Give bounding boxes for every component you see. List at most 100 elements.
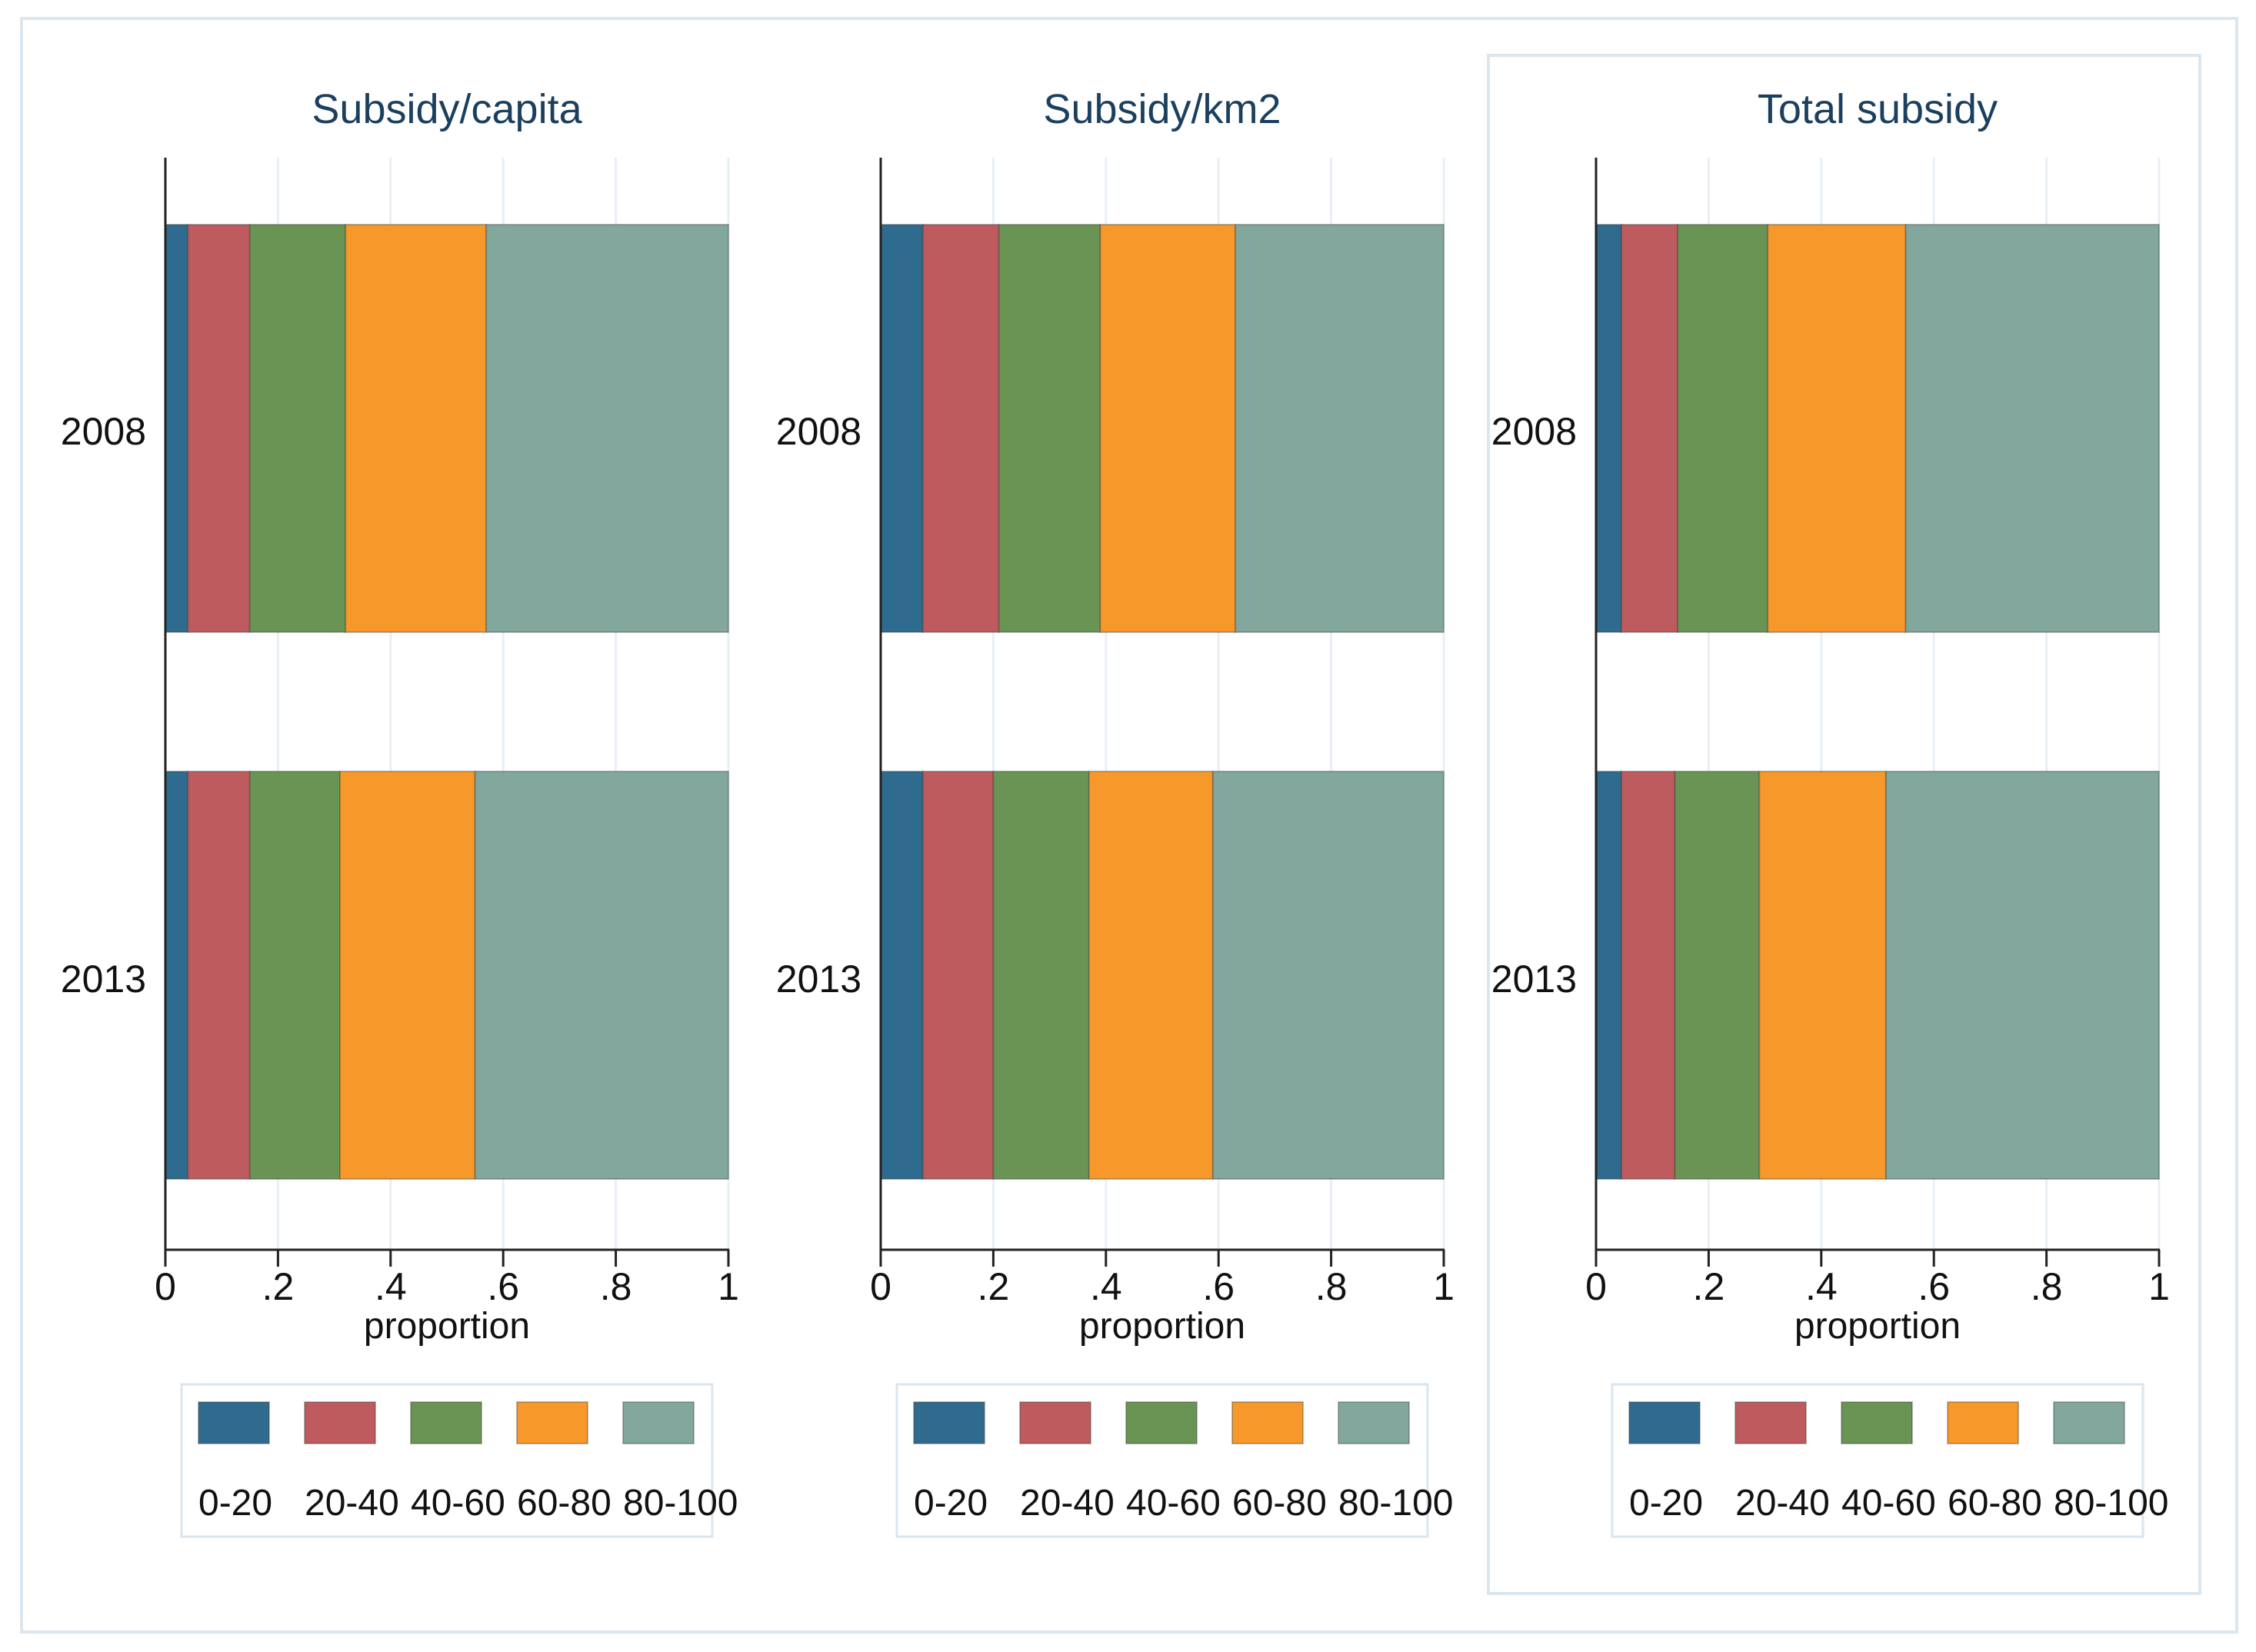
legend-label: 40-60 xyxy=(411,1483,505,1524)
chart-title: Subsidy/km2 xyxy=(1043,86,1281,132)
legend-swatch-80-100 xyxy=(2053,1401,2125,1444)
bar-2013-80-100 xyxy=(1884,771,2160,1180)
legend-label: 0-20 xyxy=(198,1483,272,1524)
chart-panel-1: Subsidy/capita 2008 2013 0 .2 .4 .6 .8 1 proporti… xyxy=(61,86,739,1538)
legend-swatch-20-40 xyxy=(304,1401,376,1444)
bar-2008-20-40 xyxy=(1620,224,1679,633)
legend-swatch-20-40 xyxy=(1734,1401,1807,1444)
legend-label: 60-80 xyxy=(1948,1483,2042,1524)
x-tick-label: .4 xyxy=(375,1265,407,1308)
bar-2013-60-80 xyxy=(1758,771,1887,1180)
x-axis-label: proportion xyxy=(364,1306,530,1347)
legend-swatch-80-100 xyxy=(622,1401,695,1444)
bar-2008-40-60 xyxy=(1677,224,1769,633)
legend-label: 20-40 xyxy=(305,1483,399,1524)
x-axis-label: proportion xyxy=(1079,1306,1245,1347)
bar-2013-0-20 xyxy=(165,771,189,1180)
bar-2013-20-40 xyxy=(921,771,995,1180)
legend-label: 0-20 xyxy=(1629,1483,1703,1524)
x-axis-label: proportion xyxy=(1794,1306,1961,1347)
bar-2008-60-80 xyxy=(345,224,488,633)
bar-2008-40-60 xyxy=(998,224,1101,633)
x-tick-label: .8 xyxy=(1315,1265,1348,1308)
panels: Subsidy/capita 2008 2013 0 .2 .4 .6 .8 1 proporti… xyxy=(61,54,2201,1595)
category-label: 2013 xyxy=(1491,958,1577,1001)
bar-2013-40-60 xyxy=(1674,771,1761,1180)
legend-label: 40-60 xyxy=(1841,1483,1936,1524)
bar-2008-80-100 xyxy=(1904,224,2160,633)
legend: 0-20 20-40 40-60 60-80 80-100 xyxy=(1611,1383,2168,1538)
bar-2013-80-100 xyxy=(1211,771,1445,1180)
bar-2013-20-40 xyxy=(1620,771,1676,1180)
bar-2013-0-20 xyxy=(1595,771,1622,1180)
legend-label: 40-60 xyxy=(1126,1483,1221,1524)
legend-swatch-20-40 xyxy=(1019,1401,1091,1444)
bar-2013-0-20 xyxy=(880,771,924,1180)
x-tick-label: .4 xyxy=(1805,1265,1838,1308)
bar-2013-80-100 xyxy=(474,771,729,1180)
bar-2008-0-20 xyxy=(1595,224,1622,633)
panel-highlight-border xyxy=(1487,54,2201,1595)
page-border xyxy=(20,17,2238,1634)
legend-label: 60-80 xyxy=(517,1483,611,1524)
category-label: 2008 xyxy=(776,410,861,453)
x-tick-label: .8 xyxy=(2031,1265,2063,1308)
x-tick-label: .2 xyxy=(262,1265,295,1308)
legend-label: 80-100 xyxy=(623,1483,738,1524)
x-tick-label: .6 xyxy=(1918,1265,1950,1308)
bar-2008-60-80 xyxy=(1099,224,1237,633)
chart-title: Subsidy/capita xyxy=(312,86,582,132)
x-tick-label: 1 xyxy=(2148,1265,2170,1308)
chart-title: Total subsidy xyxy=(1758,86,1998,132)
bar-2013-40-60 xyxy=(992,771,1090,1180)
legend-label: 60-80 xyxy=(1232,1483,1327,1524)
bar-2008-80-100 xyxy=(485,224,729,633)
legend-label: 80-100 xyxy=(1338,1483,1453,1524)
legend-label: 20-40 xyxy=(1020,1483,1115,1524)
legend: 0-20 20-40 40-60 60-80 80-100 xyxy=(895,1383,1453,1538)
legend-swatch-80-100 xyxy=(1338,1401,1410,1444)
x-tick-label: 1 xyxy=(718,1265,739,1308)
chart-panel-2: Subsidy/km2 2008 2013 0 .2 .4 .6 .8 1 proportion 0… xyxy=(776,86,1455,1538)
bar-2008-0-20 xyxy=(165,224,189,633)
x-tick-label: .2 xyxy=(978,1265,1010,1308)
legend-swatch-60-80 xyxy=(516,1401,588,1444)
x-tick-label: .2 xyxy=(1693,1265,1725,1308)
legend-swatch-60-80 xyxy=(1231,1401,1304,1444)
bar-2008-80-100 xyxy=(1235,224,1445,633)
x-tick-label: .4 xyxy=(1090,1265,1122,1308)
x-tick-label: .6 xyxy=(1202,1265,1235,1308)
bar-2008-20-40 xyxy=(921,224,1000,633)
bar-2013-20-40 xyxy=(187,771,251,1180)
legend-swatch-0-20 xyxy=(198,1401,270,1444)
bar-2013-60-80 xyxy=(338,771,476,1180)
legend-swatch-40-60 xyxy=(410,1401,482,1444)
bar-2008-20-40 xyxy=(187,224,251,633)
legend-swatch-0-20 xyxy=(1628,1401,1701,1444)
chart-panel-3: Total subsidy 2008 2013 0 .2 .4 .6 .8 1 proportio… xyxy=(1487,54,2201,1595)
x-tick-label: .6 xyxy=(487,1265,519,1308)
legend-label: 0-20 xyxy=(914,1483,988,1524)
x-tick-label: .8 xyxy=(600,1265,632,1308)
legend-swatch-40-60 xyxy=(1125,1401,1198,1444)
legend-swatch-40-60 xyxy=(1841,1401,1913,1444)
x-tick-label: 0 xyxy=(870,1265,891,1308)
legend: 0-20 20-40 40-60 60-80 80-100 xyxy=(180,1383,738,1538)
bar-2008-60-80 xyxy=(1767,224,1907,633)
category-label: 2008 xyxy=(1491,410,1577,453)
x-tick-label: 1 xyxy=(1433,1265,1455,1308)
x-tick-label: 0 xyxy=(155,1265,176,1308)
bar-2008-0-20 xyxy=(880,224,924,633)
x-tick-label: 0 xyxy=(1585,1265,1607,1308)
category-label: 2013 xyxy=(776,958,861,1001)
legend-label: 20-40 xyxy=(1735,1483,1830,1524)
category-label: 2008 xyxy=(61,410,146,453)
bar-2013-60-80 xyxy=(1088,771,1214,1180)
legend-swatch-0-20 xyxy=(913,1401,985,1444)
bar-2013-40-60 xyxy=(248,771,341,1180)
legend-label: 80-100 xyxy=(2054,1483,2168,1524)
legend-swatch-60-80 xyxy=(1947,1401,2019,1444)
category-label: 2013 xyxy=(61,958,146,1001)
bar-2008-40-60 xyxy=(248,224,347,633)
